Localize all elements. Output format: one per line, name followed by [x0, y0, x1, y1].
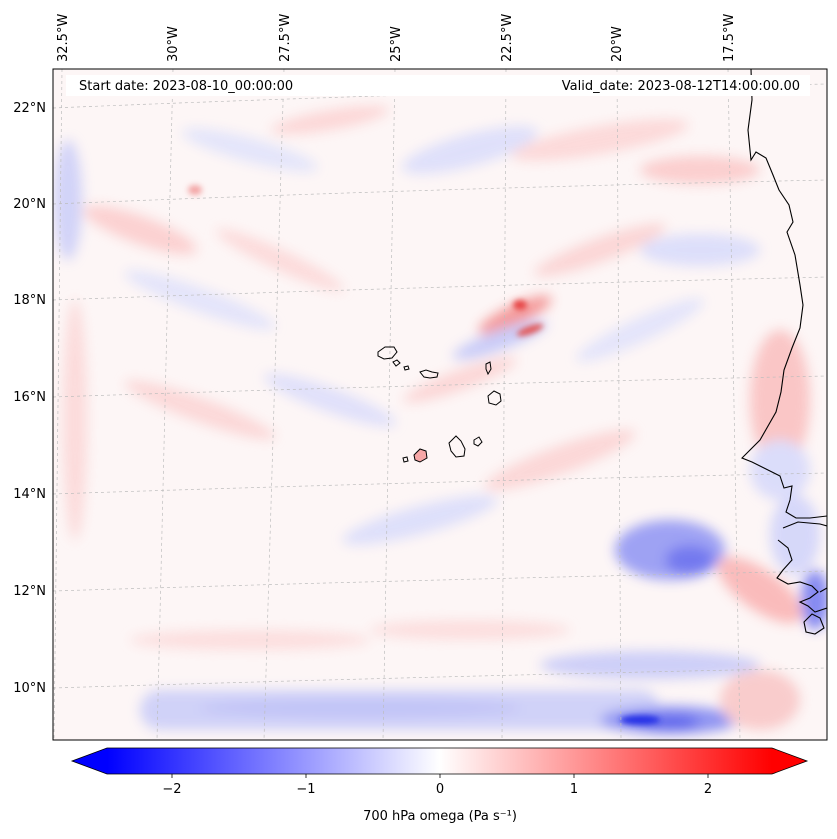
- island-sal: [485, 361, 492, 376]
- lon-label: 30°W: [166, 26, 181, 62]
- lat-label: 12°N: [13, 584, 46, 599]
- valid-date-label: Valid_date: 2023-08-12T14:00:00.00: [562, 79, 800, 94]
- lon-label: 27.5°W: [278, 14, 293, 62]
- lon-label: 32.5°W: [56, 14, 71, 62]
- lon-label: 22.5°W: [500, 14, 515, 62]
- island-santiago: [448, 435, 466, 458]
- colorbar-extend-max: [772, 748, 807, 774]
- colorbar-tick-label: 0: [436, 782, 444, 797]
- colorbar-tick-label: −2: [162, 782, 181, 797]
- colorbar-tick-label: 2: [704, 782, 712, 797]
- colorbar: −2 −1 0 1 2 700 hPa omega (Pa s⁻¹): [70, 747, 809, 824]
- lat-label: 18°N: [13, 293, 46, 308]
- colorbar-outline: [70, 747, 809, 775]
- longitude-labels: 32.5°W 30°W 27.5°W 25°W 22.5°W 20°W 17.5…: [56, 14, 737, 62]
- colorbar-extend-min: [72, 748, 107, 774]
- colorbar-tick-label: 1: [570, 782, 578, 797]
- lat-label: 16°N: [13, 390, 46, 405]
- colorbar-label: 700 hPa omega (Pa s⁻¹): [363, 809, 517, 824]
- island-boa-vista: [487, 390, 502, 406]
- lon-label: 25°W: [389, 26, 404, 62]
- island-santa-luzia: [403, 365, 410, 371]
- start-date-label: Start date: 2023-08-10_00:00:00: [79, 79, 293, 94]
- lat-label: 20°N: [13, 197, 46, 212]
- island-fogo: [413, 448, 428, 463]
- map-frame: [52, 68, 828, 741]
- lon-label: 17.5°W: [722, 14, 737, 62]
- colorbar-body: [107, 748, 772, 774]
- omega-field-cores: [188, 185, 660, 725]
- latitude-labels: 22°N 20°N 18°N 16°N 14°N 12°N 10°N: [13, 101, 46, 696]
- date-annotation-box: [66, 75, 810, 96]
- colorbar-tick-label: −1: [296, 782, 315, 797]
- lat-label: 14°N: [13, 487, 46, 502]
- island-brava: [402, 456, 409, 463]
- island-sao-nicolau: [419, 369, 439, 379]
- island-sao-vicente: [392, 359, 401, 367]
- west-africa-coastline: [741, 69, 827, 635]
- lat-label: 10°N: [13, 681, 46, 696]
- island-maio: [473, 436, 483, 447]
- island-santo-antao: [377, 346, 398, 360]
- omega-field: [54, 105, 827, 734]
- lon-label: 20°W: [610, 26, 625, 62]
- graticule: [53, 69, 827, 740]
- cape-verde-islands: [377, 346, 502, 463]
- map-panel: Start date: 2023-08-10_00:00:00 Valid_da…: [52, 68, 828, 741]
- lat-label: 22°N: [13, 101, 46, 116]
- colorbar-ticks: [171, 774, 709, 778]
